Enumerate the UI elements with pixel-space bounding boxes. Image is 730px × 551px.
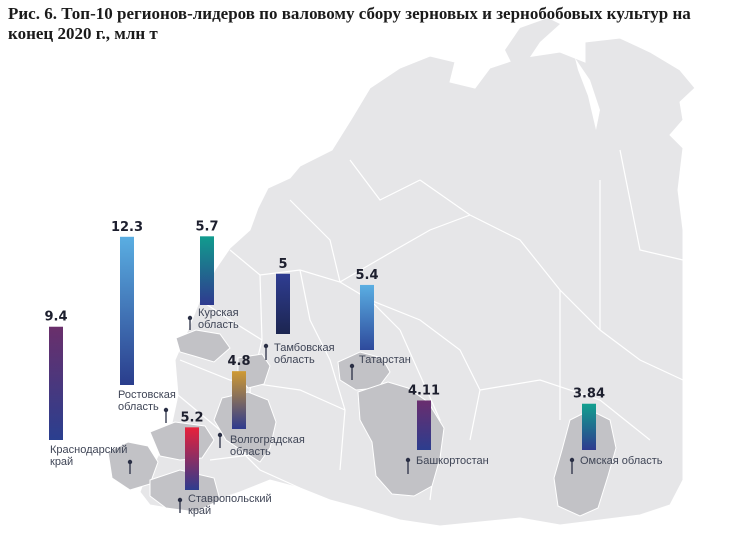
region-label-tatarstan-line-0: Татарстан [359,354,411,366]
bar-bashkortostan [417,400,431,450]
value-label-omsk: 3.84 [573,387,605,402]
region-label-kursk-line-1: область [198,319,239,331]
value-label-tatarstan: 5.4 [355,268,378,283]
region-krasnodar [107,441,159,491]
region-label-rostov-line-0: Ростовская [118,389,176,401]
region-label-volgograd-line-1: область [230,446,271,458]
value-label-bashkortostan: 4.11 [408,383,440,398]
value-label-tambov: 5 [278,257,287,272]
bar-omsk [582,403,596,450]
bar-volgograd [232,371,246,429]
novaya-zemlya [505,18,560,82]
region-label-omsk-line-0: Омская область [580,455,663,467]
pin-icon-kursk [187,315,193,321]
region-label-volgograd-line-0: Волгоградская [230,434,305,446]
bar-kursk [200,236,214,305]
figure-title: Рис. 6. Топ-10 регионов-лидеров по валов… [8,4,691,43]
yamal-peninsula [575,58,600,130]
value-label-volgograd: 4.8 [227,354,250,369]
pin-icon-stavropol [177,497,183,503]
pin-icon-tatarstan [349,363,355,369]
bar-stavropol [185,427,199,490]
value-label-krasnodar: 9.4 [44,310,67,325]
region-omsk [553,409,617,517]
bar-tambov [276,273,290,334]
pin-icon-krasnodar [127,459,133,465]
region-label-stavropol-line-1: край [188,505,211,517]
pin-icon-rostov [163,407,169,413]
region-kursk [175,329,231,363]
pin-icon-omsk [569,457,575,463]
region-label-bashkortostan-line-0: Башкортостан [416,455,489,467]
pin-icon-volgograd [217,432,223,438]
bar-krasnodar [49,326,63,440]
pin-icon-tambov [263,343,269,349]
region-label-stavropol-line-0: Ставропольский [188,493,272,505]
pin-icon-bashkortostan [405,457,411,463]
bar-tatarstan [360,284,374,350]
region-label-krasnodar-line-0: Краснодарский [50,444,127,456]
region-label-rostov-line-1: область [118,401,159,413]
region-label-krasnodar-line-1: край [50,456,73,468]
region-rostov [149,421,215,461]
value-label-rostov: 12.3 [111,220,143,235]
value-label-kursk: 5.7 [195,219,218,234]
russia-landmass [139,37,696,527]
bar-rostov [120,236,134,385]
region-label-kursk-line-0: Курская [198,307,239,319]
region-tatarstan [337,351,391,391]
region-label-tambov-line-0: Тамбовская [274,342,335,354]
value-label-stavropol: 5.2 [180,410,203,425]
region-label-tambov-line-1: область [274,354,315,366]
